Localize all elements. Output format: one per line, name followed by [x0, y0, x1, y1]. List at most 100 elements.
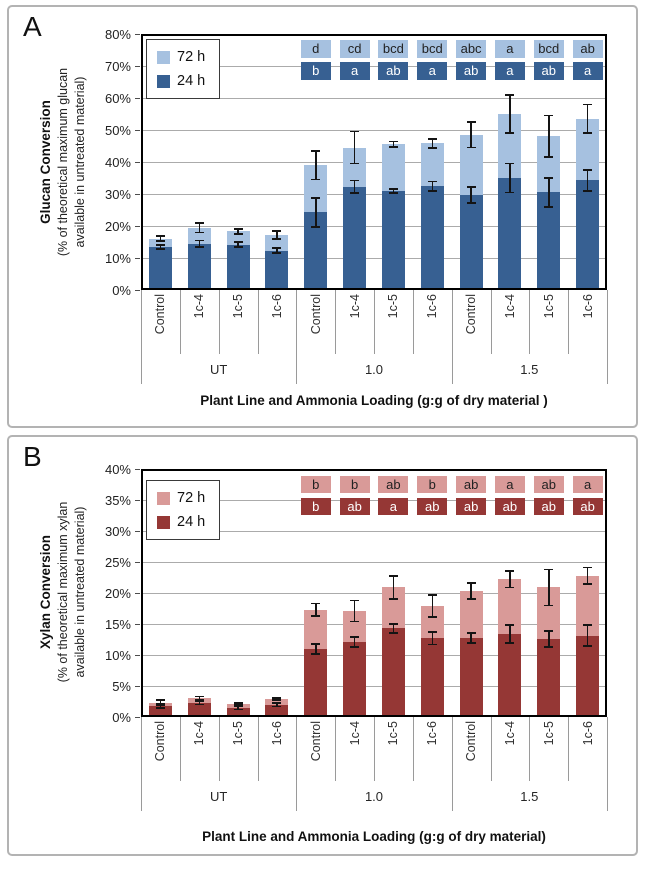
error-bar-cap — [350, 162, 360, 165]
error-bar-cap — [311, 615, 321, 617]
gridline — [141, 562, 607, 563]
legend-swatch-72h-icon — [157, 50, 170, 64]
error-bar-cap — [466, 202, 476, 204]
error-bar-cap — [427, 643, 437, 646]
error-bar — [431, 594, 433, 618]
bar-segment-24h — [381, 628, 405, 717]
y-tick-mark — [135, 624, 140, 625]
y-axis-title-sub-1: (% of theoretical maximum glucan — [56, 67, 70, 257]
category-label: 1c-4 — [347, 721, 362, 746]
error-bar-cap — [505, 623, 515, 626]
y-tick-mark — [135, 258, 140, 259]
y-tick-mark — [135, 531, 140, 532]
group-separator — [141, 717, 142, 811]
y-tick-mark — [135, 593, 140, 594]
letter-box-72h: a — [572, 476, 603, 493]
error-bar-cap — [272, 699, 282, 702]
error-bar — [315, 603, 317, 616]
letter-box-24h: ab — [456, 497, 487, 515]
error-bar-cap — [466, 632, 476, 635]
group-separator — [296, 717, 298, 811]
group-separator — [451, 717, 453, 811]
error-bar — [548, 115, 550, 158]
error-bar-cap — [350, 192, 360, 195]
letter-box-72h: ab — [572, 39, 603, 58]
category-label: 1c-5 — [541, 294, 556, 319]
error-bar-cap — [155, 706, 165, 709]
group-label: 1.0 — [364, 789, 384, 804]
error-bar-cap — [388, 187, 398, 190]
bar-segment-24h — [537, 638, 561, 717]
error-bar-cap — [466, 146, 476, 149]
letter-box-24h: b — [300, 61, 331, 80]
error-bar-cap — [505, 162, 515, 165]
error-bar-cap — [350, 179, 360, 182]
y-tick-label: 60% — [104, 90, 131, 106]
category-label: Control — [464, 294, 479, 335]
error-bar — [470, 633, 472, 644]
legend-item-24h: 24 h — [157, 512, 205, 532]
error-bar-cap — [233, 246, 243, 249]
error-bar-cap — [544, 156, 554, 159]
bar-segment-24h — [420, 638, 444, 717]
y-tick-mark — [135, 226, 140, 227]
letter-box-24h: ab — [378, 61, 409, 80]
category-label: Control — [308, 294, 323, 335]
panel-a-letter: A — [23, 11, 42, 42]
error-bar-cap — [427, 190, 437, 193]
category-label: Control — [464, 721, 479, 762]
bar-segment-72h — [576, 575, 600, 636]
category-label: 1c-6 — [269, 721, 284, 746]
category-label: 1c-6 — [425, 294, 440, 319]
error-bar-cap — [311, 196, 321, 199]
error-bar-cap — [544, 568, 554, 571]
gridline — [141, 162, 607, 163]
bar-segment-72h — [459, 591, 483, 639]
error-bar-cap — [350, 620, 360, 623]
group-separator — [607, 717, 608, 811]
y-tick-mark — [135, 655, 140, 656]
category-label: 1c-4 — [502, 721, 517, 746]
error-bar-cap — [388, 623, 398, 625]
bar-segment-24h — [187, 243, 211, 290]
gridline — [141, 226, 607, 227]
error-bar-cap — [233, 233, 243, 235]
group-label: 1.0 — [364, 362, 384, 377]
bar-segment-24h — [226, 707, 250, 717]
error-bar-cap — [388, 598, 398, 601]
category-label: 1c-6 — [269, 294, 284, 319]
category-separator — [179, 717, 181, 781]
letter-box-24h: ab — [339, 497, 370, 515]
bar-segment-72h — [537, 136, 561, 193]
bar-segment-72h — [459, 134, 483, 195]
error-bar-cap — [194, 703, 204, 706]
bar-segment-24h — [576, 635, 600, 717]
error-bar — [353, 131, 356, 164]
error-bar — [276, 697, 278, 701]
gridline — [141, 624, 607, 625]
error-bar-cap — [155, 243, 165, 246]
y-tick-label: 15% — [104, 616, 131, 632]
y-tick-label: 10% — [104, 647, 131, 663]
bar-segment-24h — [459, 638, 483, 717]
bar-segment-24h — [343, 186, 367, 290]
error-bar — [315, 643, 317, 654]
error-bar — [276, 248, 278, 254]
legend-swatch-24h-icon — [157, 515, 170, 529]
bar-segment-72h — [187, 227, 211, 244]
error-bar-cap — [466, 121, 476, 123]
error-bar-cap — [583, 103, 593, 106]
legend-label-24h: 24 h — [177, 73, 206, 89]
category-label: 1c-5 — [231, 721, 246, 746]
error-bar-cap — [155, 704, 165, 707]
group-label: 1.5 — [520, 789, 539, 804]
chart-area-xylan: 0% 5% 10% 15% 20% 25% 30% 35% 40% b b b ab ab a b ab ab ab… — [9, 437, 636, 854]
y-axis-title: Xylan Conversion (% of theoretical maxim… — [37, 442, 91, 742]
y-tick-label: 30% — [104, 186, 131, 202]
y-tick-label: 0% — [112, 709, 131, 725]
error-bar-cap — [583, 132, 593, 135]
group-label: 1.5 — [520, 362, 539, 377]
y-tick-label: 35% — [104, 492, 131, 508]
error-bar — [198, 222, 200, 233]
category-separator — [490, 717, 492, 781]
